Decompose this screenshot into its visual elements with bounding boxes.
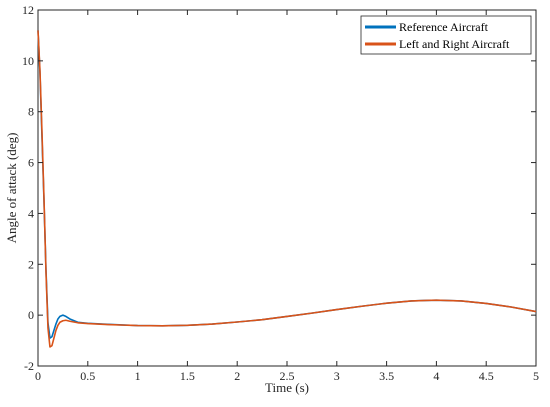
y-axis-label: Angle of attack (deg) [4, 133, 19, 244]
y-tick-label: 0 [28, 308, 34, 322]
x-tick-label: 3.5 [379, 369, 394, 383]
x-axis-ticks: 0 0.5 1 1.5 2 2.5 3 3.5 4 4.5 5 [35, 10, 539, 383]
y-tick-label: 4 [28, 206, 34, 220]
legend-label-left-and-right-aircraft: Left and Right Aircraft [399, 37, 510, 51]
x-tick-label: 1 [135, 369, 141, 383]
y-tick-label: 10 [22, 54, 34, 68]
y-axis-ticks: -2 0 2 4 6 8 10 12 [22, 3, 536, 373]
y-tick-label: 8 [28, 105, 34, 119]
series-line-left-and-right-aircraft [37, 30, 537, 348]
y-tick-label: -2 [24, 359, 34, 373]
y-tick-label: 12 [22, 3, 34, 17]
plot-lines [37, 30, 537, 348]
legend: Reference Aircraft Left and Right Aircra… [360, 15, 532, 55]
x-tick-label: 0 [35, 369, 41, 383]
legend-box [360, 15, 532, 55]
x-tick-label: 1.5 [180, 369, 195, 383]
x-tick-label: 3 [334, 369, 340, 383]
y-tick-label: 6 [28, 156, 34, 170]
y-tick-label: 2 [28, 257, 34, 271]
x-tick-label: 2.5 [280, 369, 295, 383]
plot-area [37, 9, 537, 367]
x-tick-label: 4 [433, 369, 439, 383]
x-axis-label: Time (s) [265, 380, 309, 395]
x-tick-label: 2 [234, 369, 240, 383]
x-tick-label: 0.5 [80, 369, 95, 383]
x-tick-label: 5 [533, 369, 539, 383]
x-tick-label: 4.5 [479, 369, 494, 383]
legend-label-reference-aircraft: Reference Aircraft [399, 20, 489, 34]
